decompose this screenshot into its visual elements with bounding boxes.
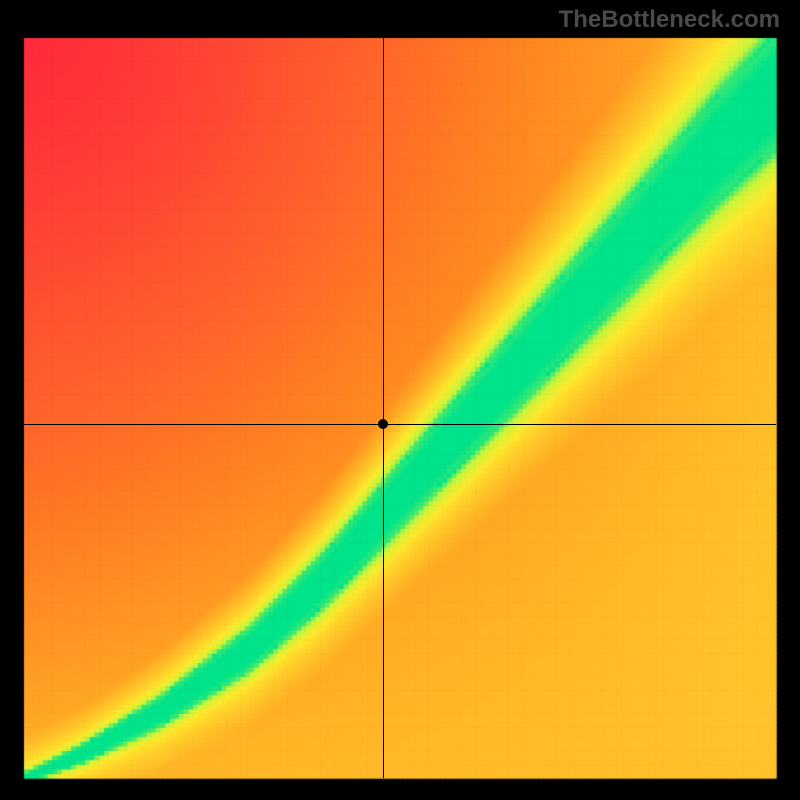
bottleneck-heatmap bbox=[0, 0, 800, 800]
crosshair-horizontal-line bbox=[24, 424, 776, 425]
watermark-text: TheBottleneck.com bbox=[559, 6, 780, 34]
crosshair-vertical-line bbox=[383, 38, 384, 778]
chart-container: { "watermark": { "text": "TheBottleneck.… bbox=[0, 0, 800, 800]
